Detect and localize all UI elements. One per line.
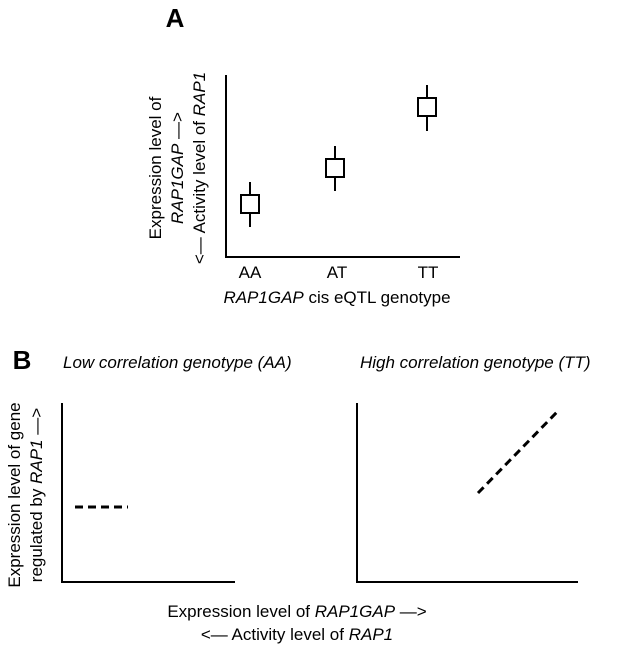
panel-label: A <box>166 3 185 33</box>
category-label: AA <box>239 263 262 282</box>
category-label: AT <box>327 263 347 282</box>
y-label-line: Expression level of <box>146 96 165 239</box>
axes <box>61 403 235 583</box>
y-axis-label: Expression level of RAP1GAP —> <— Activi… <box>146 72 209 264</box>
points <box>240 85 437 227</box>
y-axis-label: Expression level of gene regulated by RA… <box>5 402 46 587</box>
axes <box>225 75 460 258</box>
panel-label: B <box>13 345 32 375</box>
y-label-line: regulated by RAP1 —> <box>27 408 46 582</box>
plot-title: High correlation genotype (TT) <box>360 353 591 372</box>
x-label-line: <— Activity level of RAP1 <box>201 625 393 644</box>
x-axis-label: RAP1GAP cis eQTL genotype <box>223 288 450 307</box>
y-label-line: RAP1GAP —> <box>168 112 187 224</box>
plot-title: Low correlation genotype (AA) <box>63 353 292 372</box>
dashed-trend <box>476 410 559 495</box>
y-label-line: Expression level of gene <box>5 402 24 587</box>
x-label-line: Expression level of RAP1GAP —> <box>167 602 426 621</box>
axes <box>356 403 578 583</box>
category-label: TT <box>418 263 439 282</box>
y-label-line: <— Activity level of RAP1 <box>190 72 209 264</box>
